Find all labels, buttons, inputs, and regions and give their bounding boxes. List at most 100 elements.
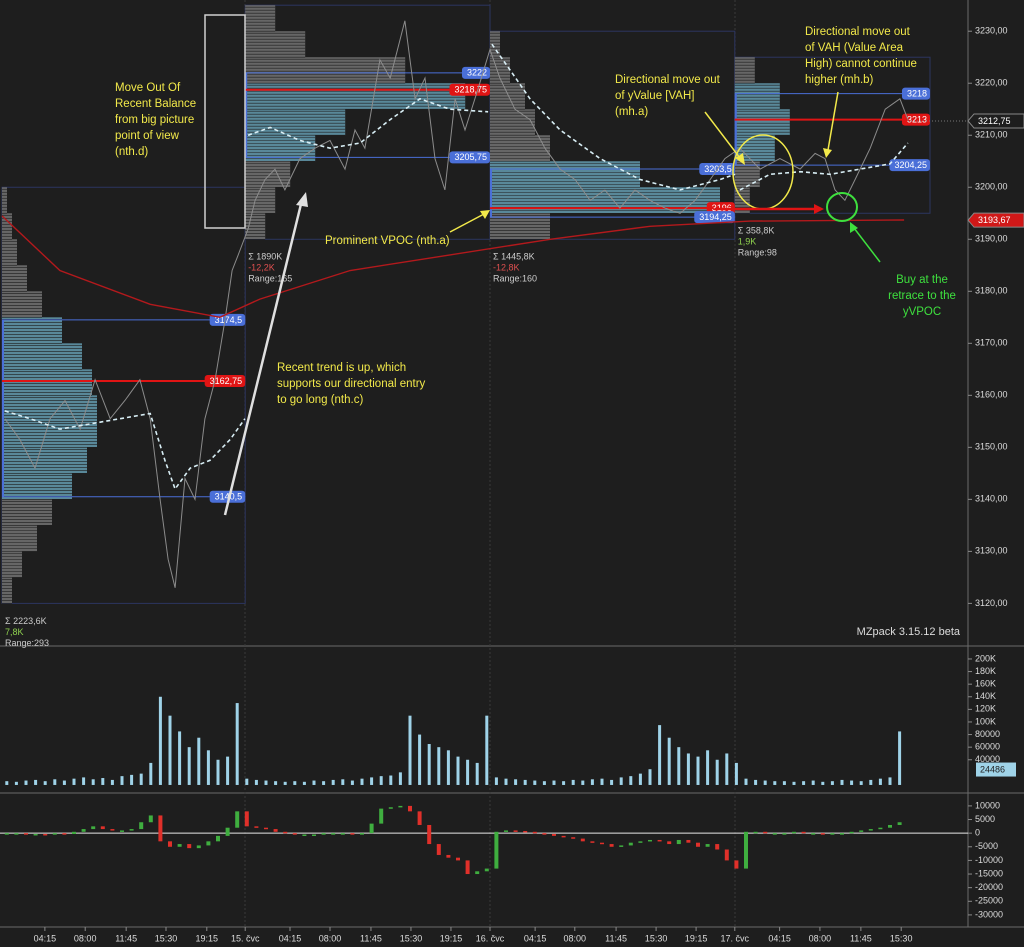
y-tick-label: 80000	[975, 729, 1000, 739]
level-label: 3218,75	[454, 85, 487, 95]
profile-bar	[490, 161, 640, 188]
delta-candle	[484, 868, 489, 872]
annotation: Move Out Of	[115, 82, 181, 94]
annotation: of yValue [VAH]	[615, 90, 694, 102]
delta-candle	[273, 829, 278, 832]
annotation: Recent Balance	[115, 98, 196, 110]
profile-stat: Range:293	[5, 638, 49, 648]
profile-bar	[2, 473, 72, 500]
profile-bar	[490, 109, 535, 136]
level-label-box	[209, 490, 246, 503]
price-line	[4, 20, 909, 588]
annotation: from big picture	[115, 114, 194, 126]
x-tick-label: 04:15	[768, 933, 791, 943]
delta-candle	[187, 844, 192, 849]
volume-bar	[34, 779, 38, 785]
delta-candle	[600, 842, 604, 845]
volume-bar	[754, 779, 758, 785]
x-tick-label: 04:15	[279, 933, 302, 943]
volume-bar	[504, 778, 508, 785]
delta-candle	[504, 830, 508, 832]
volume-bar	[898, 731, 902, 785]
y-tick-label: 40000	[975, 754, 1000, 764]
volume-bar	[715, 759, 719, 785]
volume-bar	[418, 734, 422, 785]
volume-bar	[850, 780, 854, 785]
x-tick-label: 04:15	[34, 933, 57, 943]
volume-bar	[379, 776, 383, 785]
y-tick-label: -10000	[975, 855, 1003, 865]
level-label-box	[204, 375, 246, 388]
delta-candle	[408, 805, 412, 812]
volume-bar	[888, 777, 892, 785]
delta-candle	[878, 827, 883, 830]
volume-bar	[226, 756, 230, 785]
y-tick-label: 160K	[975, 679, 996, 689]
arrow	[827, 91, 839, 151]
annotation: retrace to the	[888, 290, 956, 302]
level-label-box	[449, 83, 490, 96]
volume-bar	[648, 769, 652, 785]
delta-candle	[388, 807, 393, 809]
arrow-head	[296, 192, 308, 207]
volume-bar	[274, 781, 278, 785]
x-tick-label: 19:15	[196, 933, 219, 943]
profile-bar	[2, 291, 42, 318]
profile-bar	[245, 109, 346, 136]
volume-bar	[322, 781, 326, 785]
volume-bar	[408, 715, 412, 785]
delta-candle	[744, 831, 748, 869]
profile-bar	[2, 525, 37, 552]
volume-bar	[14, 781, 18, 785]
delta-candle	[216, 835, 220, 842]
delta-candle	[494, 831, 499, 869]
delta-candle	[43, 833, 48, 836]
delta-candle	[302, 834, 307, 837]
volume-bar	[350, 780, 354, 785]
profile-stat: Σ 358,8K	[738, 226, 775, 236]
volume-bar	[792, 781, 796, 785]
price-marker-label: 3212,75	[978, 116, 1011, 126]
volume-bar	[24, 780, 28, 785]
profile-bar	[2, 369, 92, 396]
volume-bar	[677, 747, 681, 785]
profile-stat: 7,8K	[5, 627, 24, 637]
plot-layer: 3230,00 3220,00 3210,00 3200,00 3190,00 3180,…	[0, 4, 1024, 943]
y-tick-label: 3190,00	[975, 234, 1008, 244]
volume-bar	[53, 779, 57, 785]
delta-candle	[312, 834, 316, 837]
price-marker-label: 3193,67	[978, 215, 1011, 225]
volume-bar	[216, 759, 220, 785]
y-tick-label: 140K	[975, 691, 996, 701]
volume-bar	[197, 737, 201, 785]
volume-bar	[62, 780, 66, 785]
delta-candle	[129, 829, 134, 831]
delta-candle	[830, 833, 835, 835]
delta-candle	[590, 841, 595, 843]
delta-candle	[379, 808, 384, 824]
volume-bar	[514, 779, 518, 785]
delta-candle	[72, 831, 76, 834]
delta-candle	[398, 805, 403, 808]
delta-candle	[4, 833, 9, 835]
profile-stat: -12,8K	[493, 263, 520, 273]
volume-bar	[206, 750, 210, 785]
volume-bar	[802, 781, 806, 785]
volume-bar	[869, 779, 873, 785]
volume-bar	[562, 781, 566, 785]
level-label: 3205,75	[454, 152, 487, 162]
volume-bar	[312, 780, 316, 785]
delta-candle	[820, 833, 825, 835]
annotation: to go long (nth.c)	[277, 394, 363, 406]
x-tick-label: 08:00	[564, 933, 587, 943]
delta-candle	[696, 842, 700, 847]
volume-bar	[370, 777, 374, 785]
volume-bar	[389, 775, 393, 785]
profile-bar	[2, 447, 87, 474]
delta-candle	[417, 811, 422, 825]
x-tick-label: 15:30	[155, 933, 178, 943]
y-tick-label: 5000	[975, 814, 995, 824]
x-tick-label: 15:30	[400, 933, 423, 943]
volume-bar	[590, 779, 594, 785]
level-label: 3174,5	[215, 315, 243, 325]
